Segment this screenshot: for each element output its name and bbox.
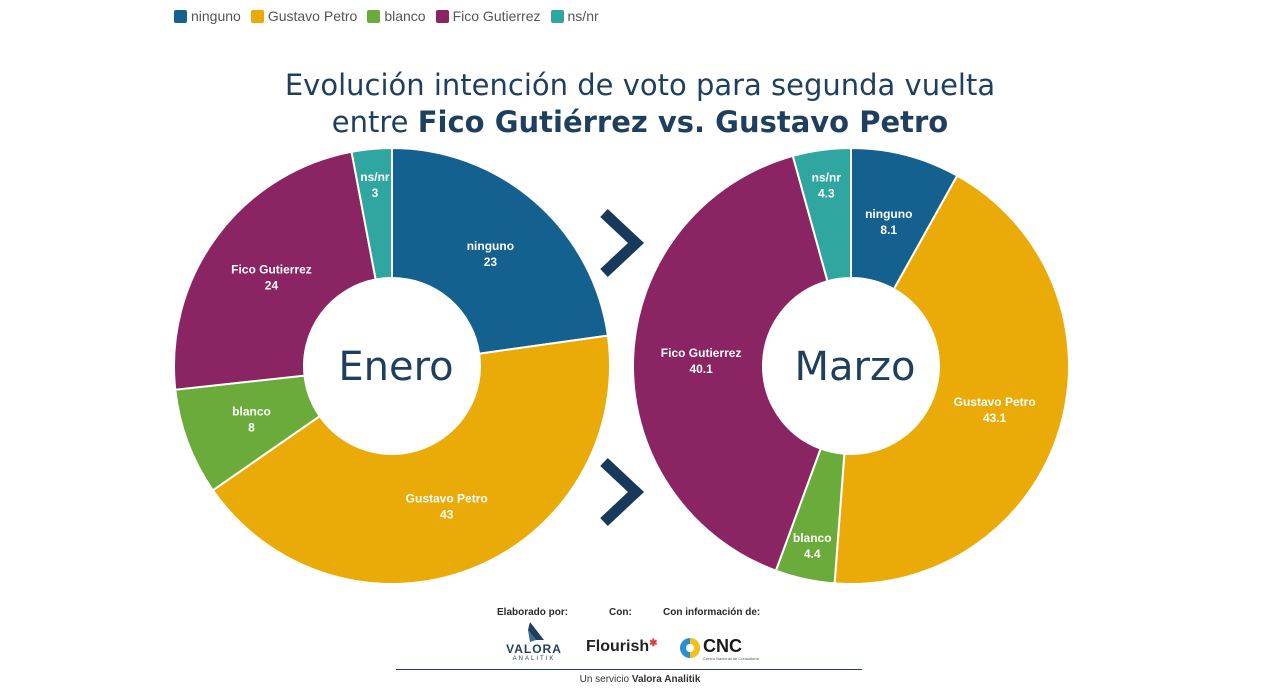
legend-swatch [250, 9, 264, 23]
cnc-globe-icon [680, 638, 700, 658]
slice-label: Fico Gutierrez [231, 263, 312, 277]
con-label: Con: [609, 607, 632, 618]
donut-center-label: Enero [338, 344, 453, 390]
valora-wordmark: VALORA [506, 642, 562, 656]
con-info-label: Con información de: [663, 607, 761, 618]
legend-item[interactable]: Fico Gutierrez [435, 8, 541, 24]
legend-swatch [174, 9, 187, 23]
legend-label: Gustavo Petro [267, 8, 358, 24]
donut-chart-0: ninguno 23 Gustavo Petro 43 blanco 8 Fico Guti… [173, 146, 611, 585]
slice-value: 8 [248, 421, 255, 435]
slice-value: 43 [440, 508, 454, 522]
legend-item[interactable]: ns/nr [550, 8, 599, 24]
chart-title-line1: Evolución intención de voto para segunda… [284, 68, 996, 102]
legend-swatch [367, 9, 381, 23]
donut-chart-1: ninguno 8.1 Gustavo Petro 43.1 blanco 4.4 Fico… [632, 146, 1070, 585]
flourish-star-icon: ✱ [649, 638, 658, 649]
legend-swatch [550, 9, 564, 23]
slice[interactable] [391, 146, 609, 355]
chart-title-line2: entre Fico Gutiérrez vs. Gustavo Petro [0, 105, 1280, 139]
legend-label: blanco [384, 8, 426, 24]
footer-service: Un servicio Valora Analitik [0, 674, 1280, 685]
slice[interactable] [833, 174, 1070, 585]
slice[interactable] [211, 334, 611, 585]
slice-value: 23 [484, 255, 498, 269]
slice-value: 40.1 [689, 362, 713, 376]
legend-item[interactable]: blanco [367, 8, 426, 24]
elaborado-label: Elaborado por: [497, 607, 569, 618]
footer-divider [396, 669, 862, 670]
cnc-sub: Centro Nacional de Consultoría [703, 656, 759, 661]
legend-swatch [435, 9, 449, 23]
chevron-right-icon [600, 208, 645, 278]
slice-label: blanco [793, 531, 832, 545]
slice-label: ns/nr [360, 170, 390, 184]
chevron-right-icon [600, 457, 645, 527]
slice-label: ninguno [467, 239, 514, 253]
legend-label: ns/nr [567, 8, 599, 24]
legend-label: Fico Gutierrez [452, 8, 541, 24]
legend-label: ninguno [191, 8, 241, 24]
slice-label: Gustavo Petro [406, 492, 488, 506]
slice[interactable] [173, 150, 377, 391]
legend: ninguno Gustavo Petro blanco Fico Gutierrez… [174, 8, 603, 24]
legend-item[interactable]: Gustavo Petro [250, 8, 358, 24]
cnc-wordmark: CNC [703, 636, 742, 656]
slice-value: 43.1 [983, 411, 1007, 425]
slice-label: ns/nr [812, 171, 842, 185]
flourish-logo: Flourish✱ [586, 638, 658, 656]
slice-value: 3 [372, 186, 379, 200]
slice-value: 8.1 [880, 223, 897, 237]
chart-title-prefix: entre [331, 105, 418, 139]
slice-value: 24 [265, 279, 279, 293]
service-prefix: Un servicio [579, 674, 632, 685]
valora-sub: ANALITIK [512, 656, 556, 662]
slice-value: 4.3 [818, 187, 835, 201]
slice-label: ninguno [865, 207, 912, 221]
valora-logo: VALORA ANALITIK [500, 620, 568, 664]
slice[interactable] [791, 146, 852, 283]
service-brand: Valora Analitik [631, 674, 701, 685]
donut-center-label: Marzo [795, 344, 916, 390]
slice-label: blanco [232, 405, 271, 419]
valora-mark-icon [528, 622, 544, 642]
chart-title-bold: Fico Gutiérrez vs. Gustavo Petro [417, 105, 949, 139]
slice-label: Fico Gutierrez [661, 346, 742, 360]
slice[interactable] [350, 146, 393, 281]
cnc-logo: CNC Centro Nacional de Consultoría [679, 634, 759, 664]
slice[interactable] [632, 154, 829, 572]
slice-label: Gustavo Petro [954, 395, 1036, 409]
flourish-wordmark: Flourish [586, 638, 650, 655]
slice-value: 4.4 [804, 547, 821, 561]
legend-item[interactable]: ninguno [174, 8, 241, 24]
